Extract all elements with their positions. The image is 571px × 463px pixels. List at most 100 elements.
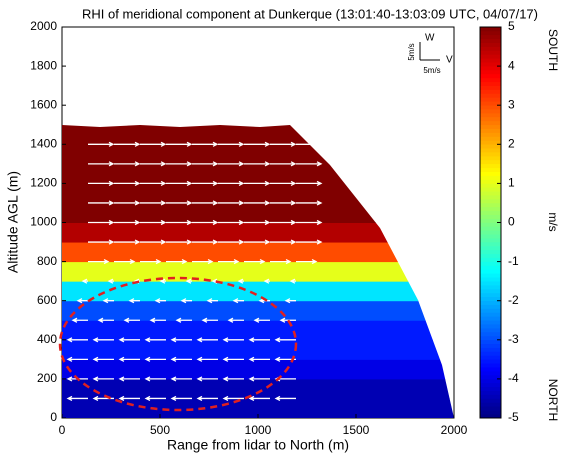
colorbar-step <box>480 413 501 419</box>
colorbar-step <box>480 171 501 176</box>
wind-arrow <box>296 239 323 245</box>
wind-arrow <box>227 317 244 323</box>
colorbar-step <box>480 226 501 231</box>
wind-arrow <box>196 356 218 362</box>
field-layer <box>62 398 454 418</box>
wind-arrow <box>192 219 219 226</box>
colorbar-step <box>480 108 501 114</box>
wind-arrow <box>222 376 244 382</box>
x-axis-label: Range from lidar to North (m) <box>167 437 349 453</box>
wind-arrow <box>144 395 166 402</box>
x-tick-label: 2000 <box>441 423 468 437</box>
colorbar-step <box>480 405 501 411</box>
wind-arrow <box>97 317 114 323</box>
colorbar-step <box>480 269 501 274</box>
wind-arrow <box>270 141 297 147</box>
y-tick-label: 200 <box>37 371 57 385</box>
legend-label: 5m/s <box>407 43 416 60</box>
x-tick-label: 500 <box>150 423 170 437</box>
wind-arrow <box>114 259 136 265</box>
colorbar-step <box>480 89 501 94</box>
wind-arrow <box>154 298 166 304</box>
wind-arrow <box>289 278 296 284</box>
colorbar-tick-label: 1 <box>508 176 515 190</box>
field-layer <box>62 339 454 360</box>
wind-arrow <box>166 141 193 147</box>
colorbar-step <box>480 300 501 305</box>
x-tick-label: 0 <box>59 423 66 437</box>
colorbar-step <box>480 374 501 380</box>
wind-arrow <box>244 141 271 147</box>
colorbar-step <box>480 112 501 118</box>
wind-arrow <box>92 376 114 382</box>
wind-arrow <box>159 278 166 284</box>
wind-arrow <box>192 259 214 265</box>
colorbar-step <box>480 210 501 215</box>
colorbar-step <box>480 362 501 368</box>
colorbar-step <box>480 93 501 98</box>
colorbar-step <box>480 85 501 90</box>
wind-arrow <box>144 337 166 343</box>
colorbar-step <box>480 69 501 75</box>
wind-arrow <box>140 219 167 226</box>
wind-arrow <box>296 200 323 206</box>
colorbar-step <box>480 81 501 86</box>
wind-arrow <box>180 298 192 304</box>
wind-arrow <box>123 317 140 323</box>
wind-arrow <box>244 161 271 167</box>
field-layer <box>62 378 454 399</box>
wind-arrow <box>270 239 297 245</box>
highlight-ellipse <box>58 276 298 412</box>
colorbar-step <box>480 73 501 79</box>
wind-arrow <box>274 395 296 402</box>
colorbar-tick-label: 3 <box>508 97 515 111</box>
colorbar-step <box>480 304 501 309</box>
colorbar-step <box>480 132 501 137</box>
colorbar-step <box>480 198 501 204</box>
wind-arrow <box>218 219 245 226</box>
wind-arrow <box>118 356 140 362</box>
wind-arrow <box>166 200 193 206</box>
wind-arrow <box>170 395 192 402</box>
wind-arrow <box>244 180 271 186</box>
colorbar-step <box>480 206 501 212</box>
colorbar-step <box>480 296 501 301</box>
wind-arrow <box>237 278 244 284</box>
colorbar-tick-label: 4 <box>508 58 515 72</box>
colorbar-step <box>480 319 501 325</box>
colorbar-step <box>480 144 501 149</box>
colorbar-step <box>480 249 501 255</box>
colorbar-step <box>480 124 501 129</box>
wind-arrow <box>244 200 271 206</box>
wind-arrow <box>296 259 318 265</box>
colorbar-bottom-label: NORTH <box>546 379 560 421</box>
wind-arrow <box>270 161 297 167</box>
wind-arrow <box>166 161 193 167</box>
colorbar-tick-label: -1 <box>508 254 519 268</box>
legend-label: W <box>425 33 435 44</box>
wind-arrow <box>107 278 114 284</box>
wind-arrow <box>192 180 219 186</box>
colorbar-step <box>480 382 501 388</box>
wind-arrow <box>92 356 114 362</box>
wind-arrow <box>170 356 192 362</box>
colorbar-step <box>480 288 501 294</box>
wind-arrow <box>270 200 297 206</box>
wind-arrow <box>296 161 323 167</box>
wind-arrow <box>244 219 271 226</box>
colorbar-step <box>480 409 501 415</box>
colorbar-step <box>480 366 501 372</box>
colorbar-step <box>480 26 501 32</box>
wind-arrow <box>218 141 245 147</box>
wind-arrow <box>218 200 245 206</box>
wind-arrow <box>222 356 244 362</box>
colorbar-step <box>480 241 501 247</box>
wind-arrow <box>144 356 166 362</box>
wind-arrow <box>222 395 244 402</box>
wind-arrow <box>88 219 115 226</box>
field-layer <box>62 320 454 341</box>
wind-arrow <box>175 317 192 323</box>
wind-arrow <box>248 356 270 362</box>
colorbar-step <box>480 187 501 192</box>
wind-arrow <box>140 161 167 167</box>
